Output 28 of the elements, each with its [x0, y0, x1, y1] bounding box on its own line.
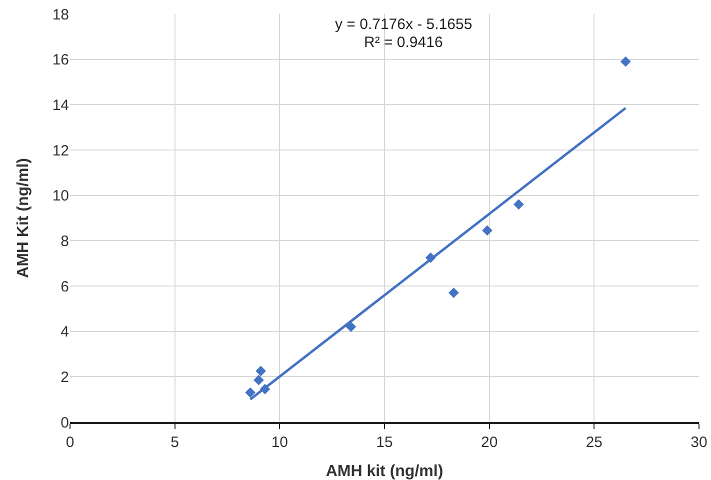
x-tick-label: 20 [480, 434, 498, 451]
point [256, 366, 266, 376]
point [620, 56, 631, 67]
x-tick-label: 5 [170, 434, 179, 451]
y-tick-label: 4 [60, 324, 69, 341]
point [346, 322, 356, 332]
annotation: R² = 0.9416 [364, 34, 443, 51]
x-tick-label: 10 [271, 434, 288, 451]
y-tick-label: 0 [60, 414, 69, 432]
y-axis-title: AMH Kit (ng/ml) [15, 158, 32, 278]
y-tick-label: 14 [52, 96, 69, 114]
x-tick-label: 30 [690, 434, 708, 451]
y-tick-label: 16 [52, 52, 69, 69]
y-tick-label: 18 [52, 6, 69, 24]
point [513, 199, 524, 210]
point [448, 288, 459, 298]
annotation: y = 0.7176x - 5.1655 [335, 16, 472, 33]
y-tick-label: 8 [60, 232, 69, 250]
point [254, 374, 264, 386]
y-tick-label: 10 [52, 188, 69, 205]
x-tick-label: 15 [376, 434, 393, 451]
y-tick-label: 6 [60, 278, 69, 296]
x-axis-title: AMH kit (ng/ml) [326, 463, 444, 480]
point [482, 225, 492, 236]
y-tick-label: 12 [52, 142, 69, 160]
y-tick-label: 2 [60, 368, 69, 386]
x-tick-label: 25 [586, 434, 603, 451]
point [245, 387, 256, 398]
